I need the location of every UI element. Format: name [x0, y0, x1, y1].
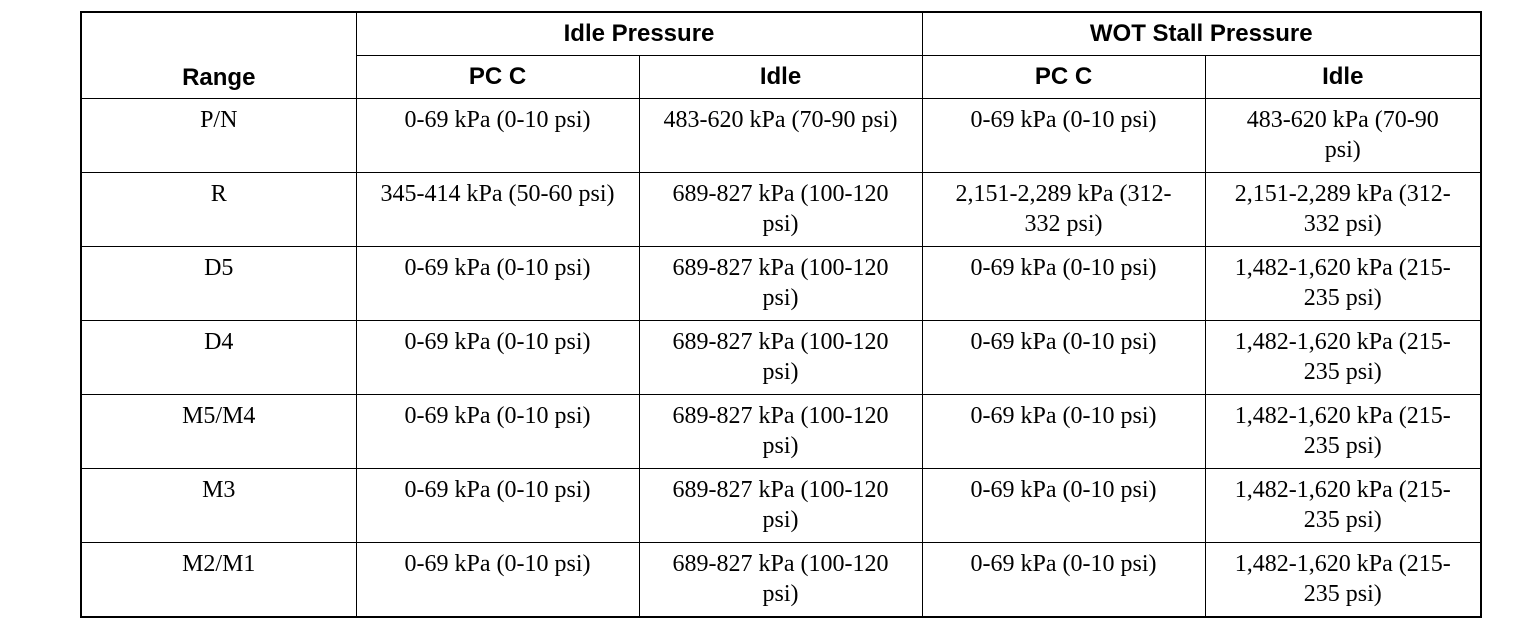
pressure-cell: 0-69 kPa (0-10 psi): [355, 320, 640, 395]
table-row: M3 0-69 kPa (0-10 psi) 689-827 kPa (100-12…: [80, 468, 1482, 543]
table-body: P/N 0-69 kPa (0-10 psi) 483-620 kPa (70-90…: [80, 98, 1482, 617]
table-row: D4 0-69 kPa (0-10 psi) 689-827 kPa (100-12…: [80, 320, 1482, 395]
sub-header: Idle: [638, 55, 923, 99]
pressure-cell: 483-620 kPa (70-90 psi): [1204, 98, 1482, 173]
pressure-cell: 689-827 kPa (100-120 psi): [638, 394, 923, 469]
pressure-table: Range Idle Pressure WOT Stall Pressure P…: [80, 11, 1482, 618]
sub-header: PC C: [921, 55, 1206, 99]
pressure-cell: 0-69 kPa (0-10 psi): [921, 320, 1206, 395]
group-header: Idle Pressure: [355, 11, 923, 56]
sub-header: PC C: [355, 55, 640, 99]
header-cell: Range: [80, 11, 357, 99]
range-cell: M3: [80, 468, 357, 543]
pressure-cell: 689-827 kPa (100-120 psi): [638, 468, 923, 543]
range-cell: M5/M4: [80, 394, 357, 469]
pressure-cell: 1,482-1,620 kPa (215-235 psi): [1204, 246, 1482, 321]
pressure-cell: 0-69 kPa (0-10 psi): [355, 246, 640, 321]
range-cell: M2/M1: [80, 542, 357, 617]
pressure-cell: 2,151-2,289 kPa (312-332 psi): [1204, 172, 1482, 247]
range-cell: R: [80, 172, 357, 247]
pressure-cell: 0-69 kPa (0-10 psi): [921, 394, 1206, 469]
pressure-cell: 0-69 kPa (0-10 psi): [355, 394, 640, 469]
range-cell: P/N: [80, 98, 357, 173]
table-row: M2/M1 0-69 kPa (0-10 psi) 689-827 kPa (100…: [80, 542, 1482, 617]
pressure-cell: 0-69 kPa (0-10 psi): [355, 468, 640, 543]
pressure-cell: 345-414 kPa (50-60 psi): [355, 172, 640, 247]
range-cell: D5: [80, 246, 357, 321]
pressure-cell: 689-827 kPa (100-120 psi): [638, 172, 923, 247]
pressure-cell: 0-69 kPa (0-10 psi): [921, 98, 1206, 173]
pressure-cell: 0-69 kPa (0-10 psi): [921, 468, 1206, 543]
pressure-cell: 1,482-1,620 kPa (215-235 psi): [1204, 542, 1482, 617]
pressure-cell: 1,482-1,620 kPa (215-235 psi): [1204, 394, 1482, 469]
pressure-cell: 0-69 kPa (0-10 psi): [921, 542, 1206, 617]
pressure-cell: 0-69 kPa (0-10 psi): [355, 98, 640, 173]
pressure-cell: 689-827 kPa (100-120 psi): [638, 542, 923, 617]
group-header: WOT Stall Pressure: [921, 11, 1482, 56]
sub-header: Idle: [1204, 55, 1482, 99]
pressure-cell: 1,482-1,620 kPa (215-235 psi): [1204, 468, 1482, 543]
table-row: D5 0-69 kPa (0-10 psi) 689-827 kPa (100-12…: [80, 246, 1482, 321]
pressure-cell: 1,482-1,620 kPa (215-235 psi): [1204, 320, 1482, 395]
table-row: P/N 0-69 kPa (0-10 psi) 483-620 kPa (70-90…: [80, 98, 1482, 173]
pressure-cell: 2,151-2,289 kPa (312-332 psi): [921, 172, 1206, 247]
pressure-cell: 689-827 kPa (100-120 psi): [638, 246, 923, 321]
pressure-cell: 0-69 kPa (0-10 psi): [355, 542, 640, 617]
range-cell: D4: [80, 320, 357, 395]
table-row: R 345-414 kPa (50-60 psi) 689-827 kPa (100…: [80, 172, 1482, 247]
pressure-cell: 0-69 kPa (0-10 psi): [921, 246, 1206, 321]
pressure-cell: 689-827 kPa (100-120 psi): [638, 320, 923, 395]
pressure-cell: 483-620 kPa (70-90 psi): [638, 98, 923, 173]
table-row: M5/M4 0-69 kPa (0-10 psi) 689-827 kPa (100…: [80, 394, 1482, 469]
